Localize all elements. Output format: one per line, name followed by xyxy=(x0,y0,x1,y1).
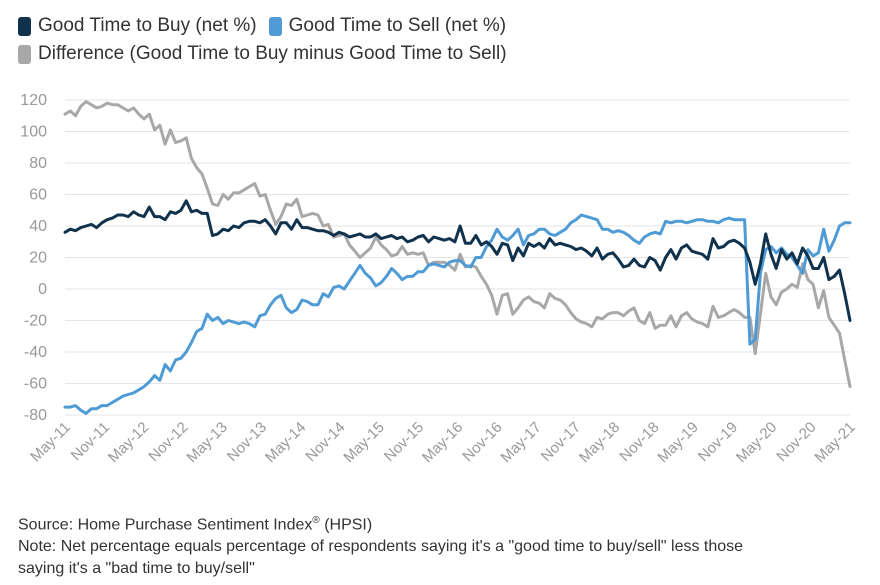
note-line-1: Note: Net percentage equals percentage o… xyxy=(18,538,744,556)
series-line-difference xyxy=(63,100,852,389)
registered-mark: ® xyxy=(312,515,320,526)
x-tick-label: May-15 xyxy=(340,419,387,466)
x-tick-label: Nov-19 xyxy=(695,419,741,465)
x-tick-label: May-16 xyxy=(419,419,466,466)
y-tick-label: 20 xyxy=(29,250,47,267)
legend-row-2: Difference (Good Time to Buy minus Good … xyxy=(18,40,519,68)
source-suffix: (HPSI) xyxy=(319,516,373,534)
legend-row-1: Good Time to Buy (net %) Good Time to Se… xyxy=(18,12,519,40)
legend-label-sell: Good Time to Sell (net %) xyxy=(288,15,507,36)
series-line-buy xyxy=(63,199,852,322)
y-tick-label: -20 xyxy=(24,313,47,330)
legend-item-sell: Good Time to Sell (net %) xyxy=(268,12,507,40)
series-line-sell xyxy=(63,213,852,415)
footer: Source: Home Purchase Sentiment Index® (… xyxy=(18,510,868,580)
source-line: Source: Home Purchase Sentiment Index® (… xyxy=(18,510,868,536)
legend: Good Time to Buy (net %) Good Time to Se… xyxy=(18,12,519,68)
legend-swatch-buy xyxy=(18,16,31,36)
x-tick-label: Nov-16 xyxy=(459,419,505,465)
x-axis-ticks: May-11Nov-11May-12Nov-12May-13Nov-13May-… xyxy=(27,419,859,466)
x-tick-label: Nov-14 xyxy=(302,419,348,465)
x-tick-label: May-18 xyxy=(576,419,623,466)
line-chart: 120 100 80 60 40 20 0 -20 -40 -60 -80 May-11Nov-11… xyxy=(20,92,859,466)
x-tick-label: May-11 xyxy=(27,419,74,466)
y-tick-label: 60 xyxy=(29,187,47,204)
legend-swatch-sell xyxy=(268,16,282,36)
gridlines xyxy=(65,99,850,416)
y-tick-label: 0 xyxy=(38,281,47,298)
note-line-2: saying it's a "bad time to buy/sell" xyxy=(18,560,255,578)
x-tick-label: Nov-13 xyxy=(224,419,270,465)
legend-label-diff: Difference (Good Time to Buy minus Good … xyxy=(38,43,507,64)
x-tick-label: Nov-20 xyxy=(773,419,819,465)
y-tick-label: 80 xyxy=(29,155,47,172)
y-tick-label: -80 xyxy=(24,407,47,424)
y-tick-label: 120 xyxy=(20,92,47,109)
legend-item-diff: Difference (Good Time to Buy minus Good … xyxy=(18,40,507,68)
x-tick-label: May-21 xyxy=(811,419,858,466)
y-tick-label: -60 xyxy=(24,376,47,393)
x-tick-label: Nov-12 xyxy=(145,419,191,465)
x-tick-label: May-13 xyxy=(183,419,230,466)
legend-label-buy: Good Time to Buy (net %) xyxy=(38,15,257,36)
series-lines xyxy=(63,100,852,415)
y-axis-ticks: 120 100 80 60 40 20 0 -20 -40 -60 -80 xyxy=(20,92,47,424)
x-tick-label: May-12 xyxy=(105,419,152,466)
x-tick-label: Nov-15 xyxy=(381,419,427,465)
x-tick-label: May-19 xyxy=(654,419,701,466)
x-tick-label: May-20 xyxy=(733,419,780,466)
y-tick-label: -40 xyxy=(24,344,47,361)
legend-item-buy: Good Time to Buy (net %) xyxy=(18,12,257,40)
x-tick-label: May-14 xyxy=(262,419,309,466)
x-tick-label: May-17 xyxy=(497,419,544,466)
y-tick-label: 40 xyxy=(29,218,47,235)
x-tick-label: Nov-11 xyxy=(68,419,113,464)
x-tick-label: Nov-17 xyxy=(538,419,584,465)
x-tick-label: Nov-18 xyxy=(616,419,662,465)
legend-swatch-diff xyxy=(18,44,31,64)
y-tick-label: 100 xyxy=(20,124,47,141)
source-text: Source: Home Purchase Sentiment Index xyxy=(18,516,313,534)
